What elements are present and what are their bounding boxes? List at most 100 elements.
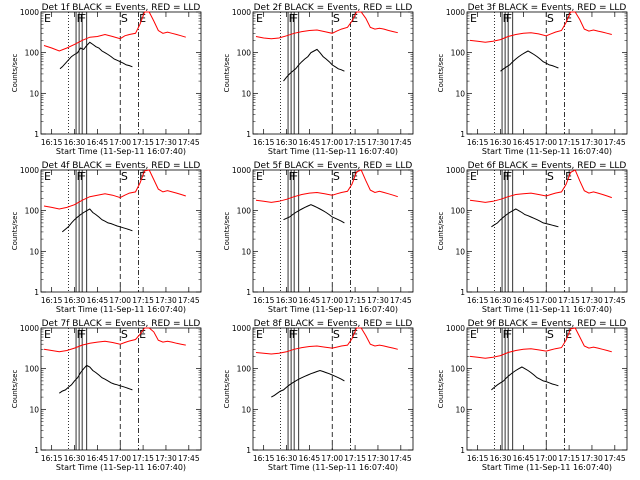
panel-det-2f: Det 2f BLACK = Events, RED = LLD 1 10 100 10…	[223, 3, 414, 156]
marker-label-F: F	[77, 328, 83, 341]
y-axis-label: Counts/sec	[11, 370, 19, 409]
x-tick-label: 17:15	[558, 296, 580, 305]
marker-label-F: F	[77, 12, 83, 25]
x-tick-label: 16:45	[87, 296, 109, 305]
y-tick-label: 1	[460, 446, 465, 455]
marker-label-E: E	[470, 170, 477, 183]
y-tick-label: 10	[455, 405, 465, 414]
marker-label-S: S	[333, 12, 340, 25]
marker-label-E: E	[139, 328, 146, 341]
x-tick-label: 17:45	[178, 296, 200, 305]
x-axis-label: Start Time (11-Sep-11 16:07:40)	[268, 147, 398, 156]
y-tick-label: 10	[29, 89, 39, 98]
marker-label-E: E	[470, 12, 477, 25]
marker-label-F: F	[289, 170, 295, 183]
panel-title: Det 4f BLACK = Events, RED = LLD	[42, 161, 201, 171]
plot-frame	[40, 327, 202, 451]
x-tick-label: 17:00	[321, 138, 343, 147]
y-tick-label: 1000	[20, 8, 39, 17]
marker-label-S: S	[121, 12, 128, 25]
y-tick-label: 100	[237, 365, 252, 374]
x-axis-label: Start Time (11-Sep-11 16:07:40)	[268, 463, 398, 472]
x-tick-label: 17:30	[581, 296, 603, 305]
marker-label-F: F	[292, 328, 298, 341]
x-tick-label: 17:15	[558, 138, 580, 147]
events-series-line	[491, 208, 559, 228]
panel-det-3f: Det 3f BLACK = Events, RED = LLD 1 10 100 10…	[437, 3, 628, 156]
marker-label-E: E	[256, 328, 263, 341]
x-axis-label: Start Time (11-Sep-11 16:07:40)	[56, 463, 186, 472]
marker-label-E: E	[44, 12, 51, 25]
plot-frame	[252, 11, 414, 135]
marker-label-F: F	[289, 328, 295, 341]
x-tick-label: 16:45	[87, 454, 109, 463]
marker-label-F: F	[80, 170, 86, 183]
panel-title: Det 5f BLACK = Events, RED = LLD	[254, 161, 413, 171]
lld-series-line	[255, 169, 398, 203]
y-tick-label: 100	[451, 365, 466, 374]
y-tick-label: 1	[246, 130, 251, 139]
x-tick-label: 16:30	[276, 138, 298, 147]
y-axis-label: Counts/sec	[223, 212, 231, 251]
events-series-line	[283, 48, 345, 82]
x-tick-label: 17:45	[604, 138, 626, 147]
y-axis-label: Counts/sec	[223, 54, 231, 93]
x-tick-label: 17:15	[132, 454, 154, 463]
marker-label-F: F	[289, 12, 295, 25]
lld-series-line	[255, 11, 398, 40]
x-tick-label: 17:30	[367, 296, 389, 305]
plot-frame	[40, 11, 202, 135]
events-series-line	[491, 366, 559, 391]
plot-frame	[252, 169, 414, 293]
marker-label-F: F	[503, 328, 509, 341]
events-series-line	[500, 50, 559, 72]
y-axis-label: Counts/sec	[11, 54, 19, 93]
y-axis-label: Counts/sec	[437, 212, 445, 251]
marker-label-F: F	[80, 328, 86, 341]
panel-det-6f: Det 6f BLACK = Events, RED = LLD 1 10 100 10…	[437, 161, 628, 314]
x-tick-label: 17:30	[367, 454, 389, 463]
x-tick-label: 16:15	[467, 138, 489, 147]
y-tick-label: 100	[25, 49, 40, 58]
marker-label-F: F	[292, 12, 298, 25]
marker-label-E: E	[256, 170, 263, 183]
y-tick-label: 100	[25, 207, 40, 216]
y-tick-label: 10	[241, 89, 251, 98]
x-axis-label: Start Time (11-Sep-11 16:07:40)	[56, 305, 186, 314]
x-tick-label: 16:15	[253, 138, 275, 147]
x-tick-label: 17:00	[321, 454, 343, 463]
y-tick-label: 10	[29, 405, 39, 414]
y-tick-label: 1	[460, 288, 465, 297]
x-tick-label: 16:15	[253, 454, 275, 463]
x-tick-label: 17:00	[321, 296, 343, 305]
y-tick-label: 10	[241, 247, 251, 256]
x-axis-label: Start Time (11-Sep-11 16:07:40)	[482, 147, 612, 156]
x-tick-label: 16:45	[513, 138, 535, 147]
x-tick-label: 17:45	[390, 454, 412, 463]
plot-frame	[466, 169, 628, 293]
x-tick-label: 17:45	[178, 138, 200, 147]
x-tick-label: 16:45	[513, 454, 535, 463]
y-tick-label: 10	[455, 247, 465, 256]
lld-series-line	[469, 169, 612, 203]
y-axis-label: Counts/sec	[223, 370, 231, 409]
x-tick-label: 17:00	[535, 454, 557, 463]
x-tick-label: 16:45	[87, 138, 109, 147]
x-tick-label: 16:30	[490, 454, 512, 463]
lld-series-line	[469, 11, 612, 43]
x-tick-label: 17:00	[109, 138, 131, 147]
lld-series-line	[43, 327, 186, 353]
marker-label-F: F	[506, 12, 512, 25]
marker-label-E: E	[565, 12, 572, 25]
y-axis-label: Counts/sec	[437, 54, 445, 93]
marker-label-F: F	[503, 12, 509, 25]
marker-label-E: E	[351, 12, 358, 25]
y-tick-label: 1000	[446, 8, 465, 17]
marker-label-S: S	[547, 170, 554, 183]
x-tick-label: 16:30	[276, 296, 298, 305]
y-tick-label: 1	[34, 446, 39, 455]
y-tick-label: 1	[246, 288, 251, 297]
panel-title: Det 6f BLACK = Events, RED = LLD	[468, 161, 627, 171]
x-tick-label: 17:00	[109, 454, 131, 463]
events-series-line	[283, 204, 345, 224]
